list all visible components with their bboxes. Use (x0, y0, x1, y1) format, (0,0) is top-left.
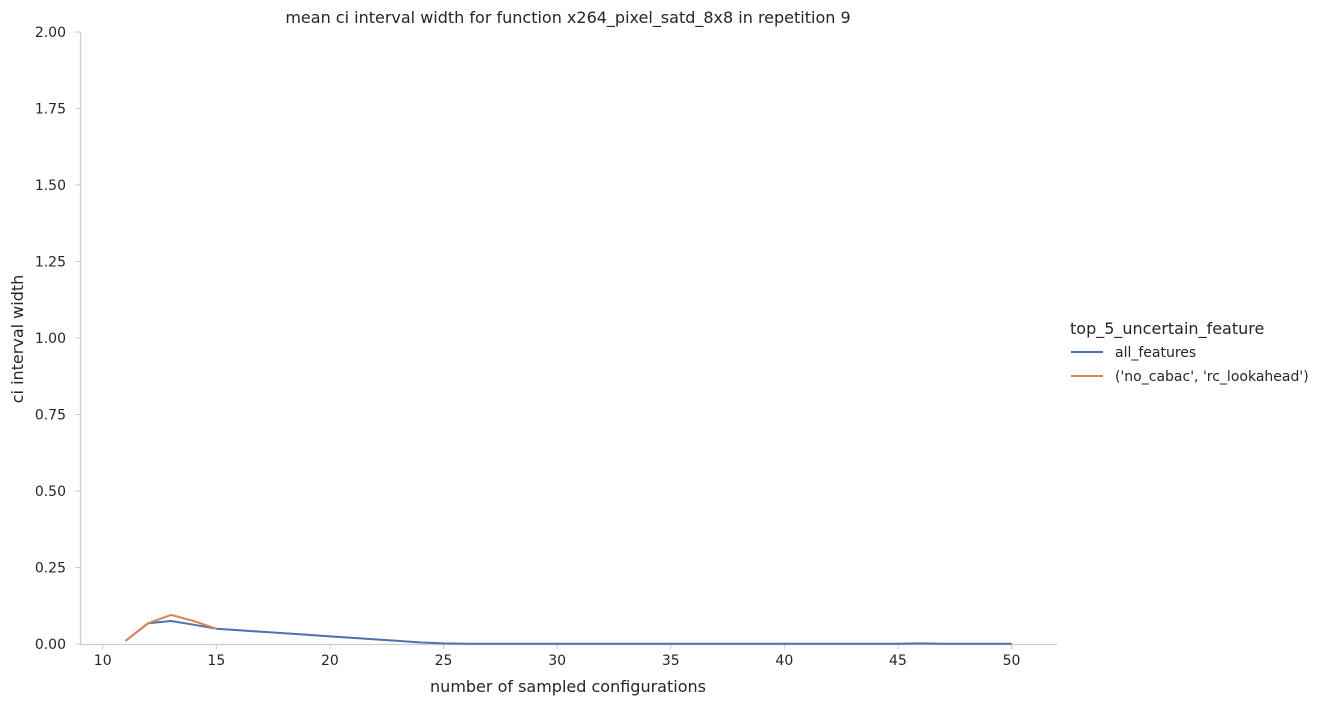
x-ticks: 10 15 20 25 30 35 40 45 50 (94, 644, 1021, 669)
y-axis-label: ci interval width (8, 275, 27, 404)
y-tick-label: 1.75 (35, 102, 66, 118)
axes (79, 32, 1057, 646)
y-tick-label: 2.00 (35, 25, 66, 41)
legend-items: all_features ('no_cabac', 'rc_lookahead') (1071, 345, 1309, 385)
x-tick-label: 50 (1003, 653, 1021, 669)
x-tick-label: 15 (207, 653, 225, 669)
x-tick-label: 25 (435, 653, 453, 669)
legend: top_5_uncertain_feature all_features ('no… (1070, 319, 1309, 385)
y-tick-label: 1.25 (35, 255, 66, 271)
legend-label-1: ('no_cabac', 'rc_lookahead') (1115, 369, 1309, 385)
y-tick-label: 0.00 (35, 637, 66, 653)
x-tick-label: 10 (94, 653, 112, 669)
y-tick-label: 0.75 (35, 408, 66, 424)
x-tick-label: 30 (548, 653, 566, 669)
series-line-1 (124, 613, 217, 642)
y-tick-label: 1.50 (35, 178, 66, 194)
x-tick-label: 45 (889, 653, 907, 669)
x-axis-label: number of sampled configurations (430, 677, 706, 696)
legend-label-0: all_features (1115, 345, 1196, 361)
y-tick-label: 0.50 (35, 484, 66, 500)
x-tick-label: 20 (321, 653, 339, 669)
legend-title: top_5_uncertain_feature (1070, 319, 1264, 339)
x-tick-label: 40 (775, 653, 793, 669)
y-tick-label: 1.00 (35, 331, 66, 347)
series-line-0 (124, 620, 1012, 645)
y-tick-label: 0.25 (35, 561, 66, 577)
chart-title: mean ci interval width for function x264… (285, 8, 850, 28)
x-tick-label: 35 (662, 653, 680, 669)
y-ticks: 0.00 0.25 0.50 0.75 1.00 1.25 1.50 1.75 2.00 (35, 25, 80, 653)
series-lines (124, 613, 1012, 645)
